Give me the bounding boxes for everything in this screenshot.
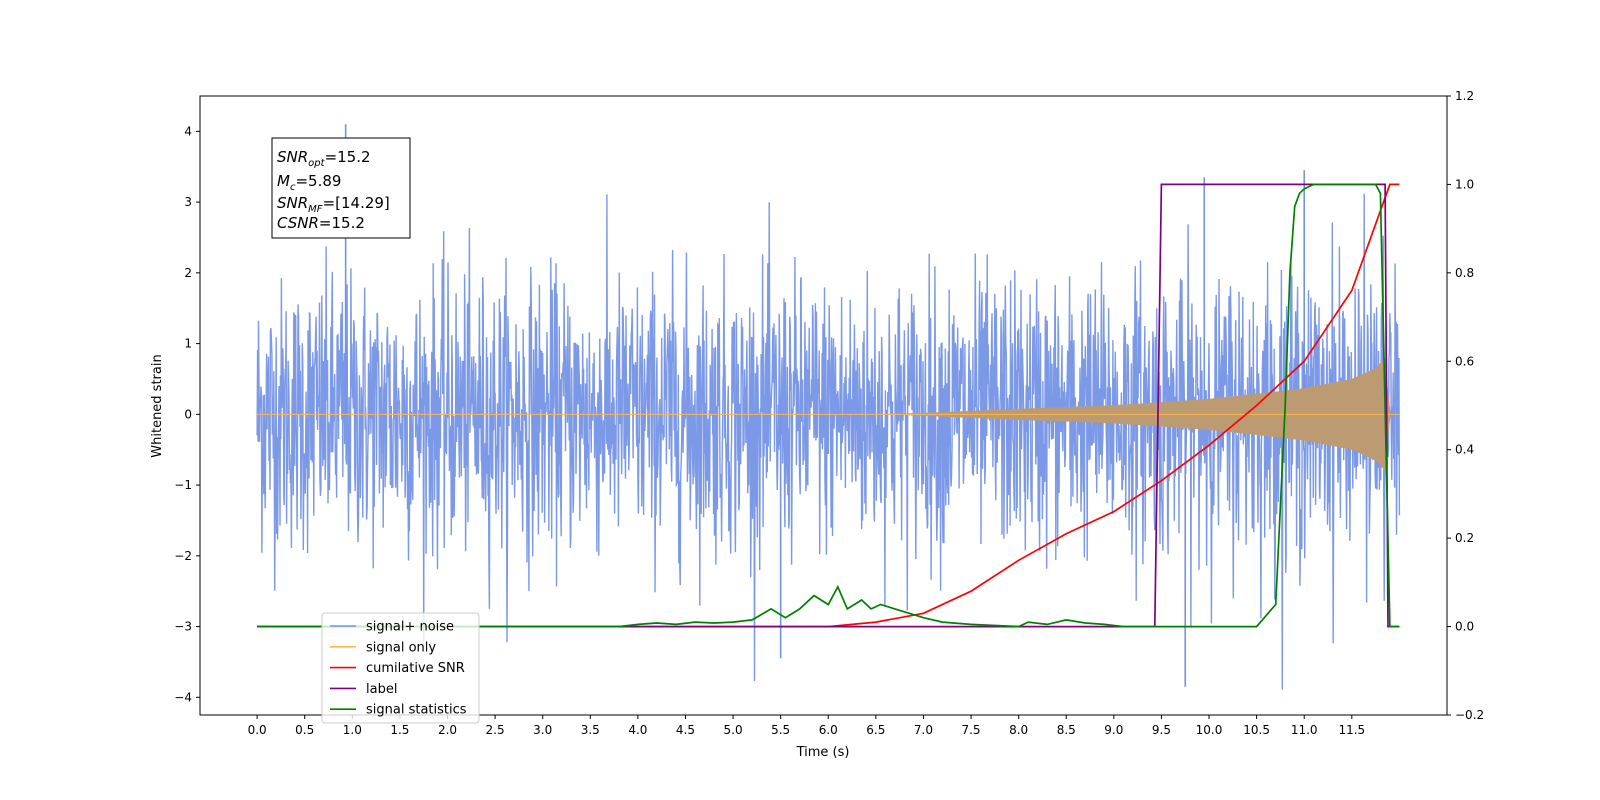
x-tick-label: 8.5 <box>1057 723 1076 737</box>
legend-label: label <box>366 682 397 697</box>
x-tick-label: 5.0 <box>724 723 743 737</box>
legend-label: signal+ noise <box>366 620 454 635</box>
y-axis-left: 4 3 2 1 0 −1 −2 −3 −4 <box>174 124 200 704</box>
legend: signal+ noise signal only cumilative SNR la… <box>321 612 480 724</box>
y2-tick-label: 1.2 <box>1455 89 1474 103</box>
y2-tick-label: −0.2 <box>1455 708 1484 722</box>
y-tick-label: −4 <box>174 690 192 704</box>
x-axis-label: Time (s) <box>796 745 850 760</box>
axes-frame <box>199 95 1448 716</box>
y-tick-label: −3 <box>174 620 192 634</box>
y-tick-label: −2 <box>174 549 192 563</box>
x-tick-label: 9.0 <box>1104 723 1123 737</box>
y-tick-label: 0 <box>184 407 192 421</box>
x-tick-label: 1.0 <box>343 723 362 737</box>
stats-annotation: SNRopt=15.2 Mc=5.89 SNRMF=[14.29] CSNR=1… <box>271 137 411 239</box>
x-tick-label: 4.0 <box>628 723 647 737</box>
x-tick-label: 6.5 <box>866 723 885 737</box>
y-tick-label: −1 <box>174 478 192 492</box>
x-tick-label: 4.5 <box>676 723 695 737</box>
y-tick-label: 3 <box>184 195 192 209</box>
x-tick-label: 11.0 <box>1291 723 1318 737</box>
annotation-csnr: CSNR=15.2 <box>277 214 365 232</box>
line-signal-noise <box>256 193 1401 690</box>
annotation-snr-mf: SNRMF=[14.29] <box>277 194 390 215</box>
y-tick-label: 1 <box>184 337 192 351</box>
y2-tick-label: 1.0 <box>1455 177 1474 191</box>
x-tick-label: 3.5 <box>581 723 600 737</box>
y2-tick-label: 0.4 <box>1455 443 1474 457</box>
legend-label: cumilative SNR <box>366 661 465 676</box>
annotation-snr-opt: SNRopt=15.2 <box>277 148 371 169</box>
x-tick-label: 10.0 <box>1196 723 1223 737</box>
right-axis-series <box>257 183 1400 628</box>
legend-box <box>321 612 480 724</box>
x-tick-label: 6.0 <box>819 723 838 737</box>
x-tick-label: 9.5 <box>1152 723 1171 737</box>
line-signal-statistics <box>257 183 1400 628</box>
x-tick-label: 7.5 <box>961 723 980 737</box>
x-tick-label: 2.0 <box>438 723 457 737</box>
y-axis-label: Whitened strain <box>150 354 165 457</box>
y2-tick-label: 0.0 <box>1455 620 1474 634</box>
x-tick-label: 1.5 <box>390 723 409 737</box>
x-tick-label: 3.0 <box>533 723 552 737</box>
annotation-box <box>271 137 411 239</box>
y-tick-label: 4 <box>184 124 192 138</box>
x-tick-label: 0.0 <box>248 723 267 737</box>
y-axis-right: 1.2 1.0 0.8 0.6 0.4 0.2 0.0 −0.2 <box>1447 89 1484 722</box>
x-tick-label: 8.0 <box>1009 723 1028 737</box>
y-tick-label: 2 <box>184 266 192 280</box>
y2-tick-label: 0.2 <box>1455 531 1474 545</box>
series-signal-only <box>257 357 1400 471</box>
plot-area <box>256 124 1401 690</box>
x-tick-label: 2.5 <box>486 723 505 737</box>
series-signal-noise <box>256 124 1401 690</box>
x-tick-label: 7.0 <box>914 723 933 737</box>
x-tick-label: 5.5 <box>771 723 790 737</box>
x-tick-label: 11.5 <box>1338 723 1365 737</box>
annotation-mc: Mc=5.89 <box>277 172 341 193</box>
x-tick-label: 0.5 <box>295 723 314 737</box>
legend-label: signal statistics <box>366 703 467 718</box>
legend-label: signal only <box>366 640 436 655</box>
x-tick-label: 10.5 <box>1243 723 1270 737</box>
y2-tick-label: 0.8 <box>1455 266 1474 280</box>
y2-tick-label: 0.6 <box>1455 354 1474 368</box>
line-cumilative-snr <box>257 183 1400 628</box>
